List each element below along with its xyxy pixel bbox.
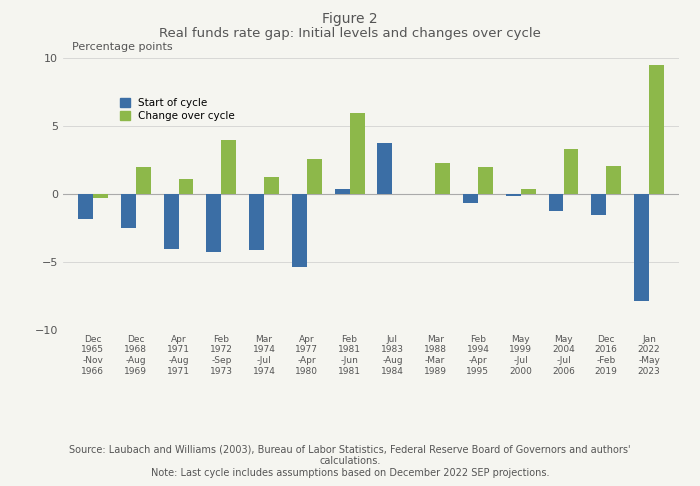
Bar [206,194,221,252]
Text: Dec
2016
-Feb
2019: Dec 2016 -Feb 2019 [595,334,617,376]
Text: Source: Laubach and Williams (2003), Bureau of Labor Statistics, Federal Reserve: Source: Laubach and Williams (2003), Bur… [69,445,631,466]
Text: Dec
1968
-Aug
1969: Dec 1968 -Aug 1969 [124,334,147,376]
Text: Feb
1981
-Jun
1981: Feb 1981 -Jun 1981 [338,334,361,376]
Bar [606,166,622,194]
Bar [249,194,264,250]
Text: Mar
1974
-Jul
1974: Mar 1974 -Jul 1974 [253,334,276,376]
Bar [136,167,150,194]
Text: Jul
1983
-Aug
1984: Jul 1983 -Aug 1984 [381,334,404,376]
Text: Percentage points: Percentage points [71,41,172,52]
Bar [292,194,307,266]
Bar [78,194,93,219]
Bar [221,140,237,194]
Text: Figure 2: Figure 2 [322,12,378,26]
Bar [349,113,365,194]
Bar [463,194,478,203]
Bar [435,163,450,194]
Bar [549,194,564,211]
Bar [264,177,279,194]
Legend: Start of cycle, Change over cycle: Start of cycle, Change over cycle [118,96,237,123]
Text: Note: Last cycle includes assumptions based on December 2022 SEP projections.: Note: Last cycle includes assumptions ba… [150,468,550,478]
Bar [478,167,493,194]
Text: Jan
2022
-May
2023: Jan 2022 -May 2023 [638,334,660,376]
Text: Mar
1988
-Mar
1989: Mar 1988 -Mar 1989 [424,334,447,376]
Bar [164,194,178,249]
Bar [120,194,136,228]
Bar [564,150,578,194]
Bar [521,189,536,194]
Bar [335,189,349,194]
Bar [377,143,393,194]
Bar [307,159,322,194]
Text: May
2004
-Jul
2006: May 2004 -Jul 2006 [552,334,575,376]
Text: Feb
1972
-Sep
1973: Feb 1972 -Sep 1973 [210,334,233,376]
Bar [592,194,606,215]
Bar [178,179,193,194]
Text: Apr
1977
-Apr
1980: Apr 1977 -Apr 1980 [295,334,318,376]
Text: Feb
1994
-Apr
1995: Feb 1994 -Apr 1995 [466,334,489,376]
Text: May
1999
-Jul
2000: May 1999 -Jul 2000 [509,334,532,376]
Text: Apr
1971
-Aug
1971: Apr 1971 -Aug 1971 [167,334,190,376]
Bar [93,194,108,198]
Text: Dec
1965
-Nov
1966: Dec 1965 -Nov 1966 [81,334,104,376]
Bar [634,194,649,300]
Text: Real funds rate gap: Initial levels and changes over cycle: Real funds rate gap: Initial levels and … [159,27,541,40]
Bar [649,65,664,194]
Bar [505,194,521,196]
